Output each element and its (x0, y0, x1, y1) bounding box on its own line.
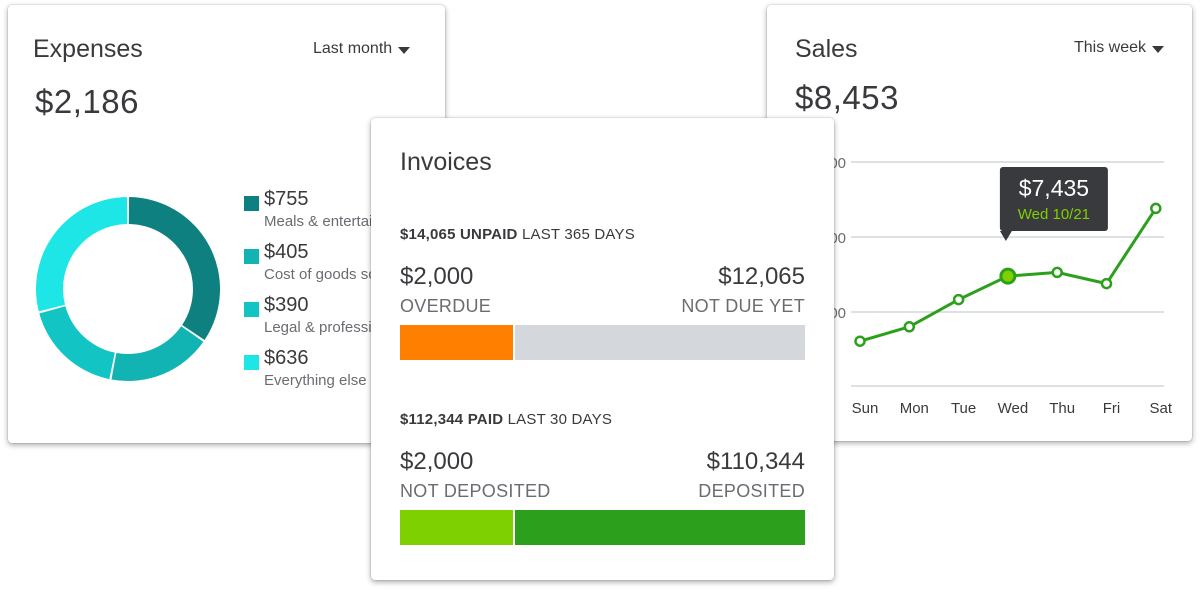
expenses-donut-chart[interactable] (30, 191, 226, 387)
legend-item-cost-of-goods[interactable]: $405 Cost of goods sold (244, 241, 445, 294)
x-tick-label: Mon (900, 400, 929, 417)
invoices-card: Invoices $14,065 UNPAID LAST 365 DAYS $2… (371, 118, 834, 580)
expenses-legend: $755 Meals & entertainment $405 Cost of … (244, 188, 445, 400)
unpaid-total: $14,065 (400, 226, 456, 243)
sales-point[interactable] (1051, 266, 1063, 279)
paid-progress-bar[interactable] (400, 510, 805, 545)
donut-slice[interactable] (111, 326, 204, 381)
legend-amount: $405 (264, 241, 309, 263)
legend-swatch (244, 249, 259, 264)
legend-amount: $636 (264, 347, 309, 369)
not-deposited-label: NOT DEPOSITED (400, 481, 551, 501)
unpaid-keyword: UNPAID (460, 226, 518, 243)
sales-point[interactable] (952, 293, 965, 306)
not-deposited-amount: $2,000 (400, 448, 474, 475)
overdue-label: OVERDUE (400, 296, 492, 316)
legend-label: Everything else (264, 372, 367, 389)
unpaid-progress-bar[interactable] (400, 325, 805, 360)
legend-swatch (244, 355, 259, 370)
unpaid-period: LAST 365 DAYS (521, 226, 635, 243)
donut-slice[interactable] (39, 306, 115, 380)
x-tick-label: Tue (951, 400, 976, 417)
sales-period-dropdown[interactable]: This week (1074, 39, 1165, 57)
sales-point[interactable] (1100, 277, 1113, 290)
legend-amount: $390 (264, 294, 309, 316)
sales-point[interactable] (999, 267, 1017, 285)
paid-heading: $112,344 PAID LAST 30 DAYS (400, 411, 612, 428)
sales-title: Sales (795, 35, 858, 63)
expenses-period-dropdown[interactable]: Last month (313, 40, 411, 58)
expenses-title: Expenses (33, 35, 143, 63)
tooltip-amount: $7,435 (1019, 175, 1089, 201)
not-due-segment[interactable] (515, 325, 805, 360)
legend-swatch (244, 302, 259, 317)
not-due-amount: $12,065 (718, 263, 805, 290)
not-due-label: NOT DUE YET (681, 296, 805, 316)
chevron-down-icon (398, 46, 411, 54)
tooltip-box (999, 167, 1108, 231)
x-tick-label: Thu (1049, 400, 1075, 417)
sales-total: $8,453 (795, 79, 899, 116)
invoices-title: Invoices (400, 148, 492, 176)
donut-slice[interactable] (36, 197, 128, 312)
overdue-segment[interactable] (400, 325, 516, 360)
deposited-segment[interactable] (515, 510, 805, 545)
sales-point[interactable] (903, 321, 916, 333)
sales-point[interactable] (854, 335, 866, 347)
donut-slice[interactable] (128, 197, 221, 340)
paid-keyword: PAID (467, 411, 504, 428)
legend-item-everything-else[interactable]: $636 Everything else (244, 347, 445, 400)
deposited-label: DEPOSITED (698, 481, 805, 501)
x-tick-label: Sat (1150, 400, 1173, 417)
overdue-amount: $2,000 (400, 263, 474, 290)
deposited-amount: $110,344 (706, 448, 805, 475)
x-tick-label: Sun (852, 400, 879, 417)
sales-point[interactable] (1150, 202, 1162, 215)
sales-period-label: This week (1074, 39, 1147, 56)
sales-card: 00 00 00 Sun Mon Tue Wed Thu Fri Sat $7,435 Wed 10/… (767, 5, 1192, 441)
paid-total: $112,344 (400, 411, 464, 428)
legend-swatch (244, 196, 259, 211)
expenses-period-label: Last month (313, 40, 393, 57)
legend-amount: $755 (264, 188, 309, 210)
chevron-down-icon (1152, 45, 1165, 53)
not-deposited-segment[interactable] (400, 510, 516, 545)
tooltip-pointer (999, 231, 1012, 241)
legend-label: Cost of goods sold (264, 266, 389, 283)
unpaid-heading: $14,065 UNPAID LAST 365 DAYS (400, 226, 635, 243)
x-tick-label: Wed (998, 400, 1029, 417)
paid-period: LAST 30 DAYS (507, 411, 613, 428)
expenses-total: $2,186 (35, 83, 139, 120)
x-tick-label: Fri (1103, 400, 1121, 417)
tooltip-date: Wed 10/21 (1018, 206, 1090, 223)
